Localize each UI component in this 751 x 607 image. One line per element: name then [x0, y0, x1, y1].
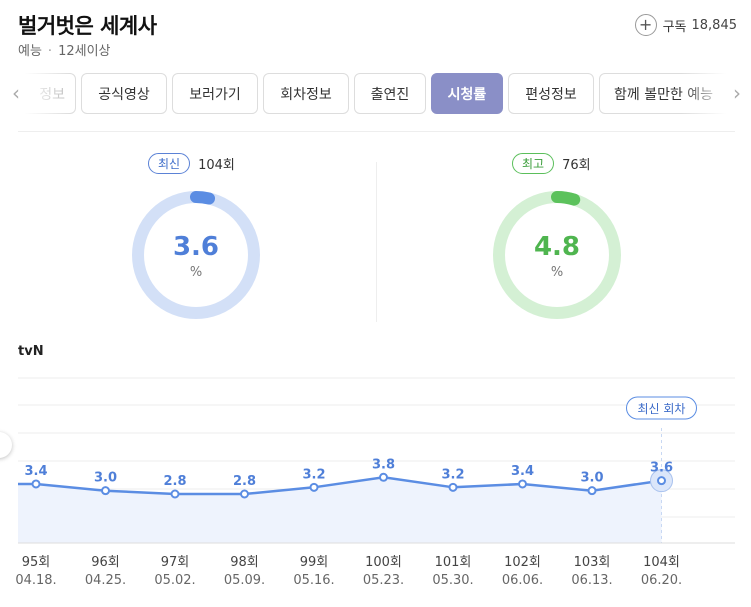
data-label: 3.6: [650, 461, 673, 476]
highest-gauge-arc: [551, 191, 581, 206]
tab-ratings[interactable]: 시청률: [431, 73, 503, 114]
tab-watch[interactable]: 보러가기: [172, 73, 258, 114]
subscriber-count: 18,845: [691, 17, 738, 33]
separator-dot: ·: [47, 44, 53, 59]
data-label: 2.8: [233, 474, 256, 489]
x-tick-date: 05.02.: [154, 573, 195, 588]
program-header: 벌거벗은 세계사: [18, 10, 157, 40]
data-label: 3.4: [24, 464, 47, 479]
divider-vertical: [376, 162, 377, 322]
x-tick-date: 06.06.: [502, 573, 543, 588]
chevron-left-icon[interactable]: ‹: [12, 81, 20, 105]
data-label: 3.2: [302, 467, 325, 482]
highest-value: 4.8: [533, 232, 581, 262]
data-point: [379, 472, 388, 482]
latest-value: 3.6: [172, 232, 220, 262]
data-label: 3.2: [441, 467, 464, 482]
latest-episode: 104회: [198, 158, 235, 173]
highest-label: 최고 76회: [512, 153, 591, 174]
x-tick-episode: 98회: [230, 555, 259, 570]
program-rating-age: 12세이상: [58, 44, 111, 59]
chart-station-label: tvN: [18, 344, 44, 359]
tab-cast[interactable]: 출연진: [354, 73, 426, 114]
data-label: 2.8: [163, 474, 186, 489]
tab-bar: 정보 공식영상 보러가기 회차정보 출연진 시청률 편성정보 함께 볼만한 예능…: [0, 73, 751, 115]
x-tick-date: 06.20.: [641, 573, 682, 588]
highest-badge: 최고: [512, 153, 555, 174]
data-label: 3.0: [580, 471, 603, 486]
highest-unit: %: [550, 265, 564, 280]
x-tick-episode: 104회: [643, 555, 680, 570]
x-tick-date: 04.25.: [85, 573, 126, 588]
x-tick-date: 05.09.: [224, 573, 265, 588]
data-point: [31, 479, 41, 489]
latest-unit: %: [189, 265, 203, 280]
tab-official-video[interactable]: 공식영상: [81, 73, 167, 114]
x-tick-date: 06.13.: [571, 573, 612, 588]
data-point: [240, 489, 249, 499]
program-meta: 예능 · 12세이상: [18, 40, 111, 59]
x-tick-date: 05.30.: [432, 573, 473, 588]
latest-label: 최신 104회: [148, 153, 235, 174]
x-tick-episode: 99회: [300, 555, 329, 570]
x-tick-episode: 100회: [365, 555, 402, 570]
data-point: [587, 486, 597, 496]
latest-episode-tag-label: 최신 회차: [638, 402, 686, 416]
latest-gauge-arc: [190, 191, 216, 205]
highest-gauge: [493, 191, 621, 319]
data-point: [518, 479, 527, 489]
ratings-chart: 3.4 95회 04.18. 3.0 96회 04.25. 2.8 97회 05.02. 2.8 9…: [15, 377, 735, 588]
divider: [18, 131, 735, 132]
subscribe-button[interactable]: + 구독 18,845: [634, 14, 738, 36]
x-tick-date: 05.16.: [293, 573, 334, 588]
scroll-handle[interactable]: [0, 432, 12, 458]
program-title: 벌거벗은 세계사: [18, 14, 157, 38]
chevron-right-icon[interactable]: ›: [733, 81, 741, 105]
x-tick-episode: 95회: [22, 555, 51, 570]
chart-area: [18, 477, 662, 543]
subscribe-label: 구독: [662, 19, 687, 35]
x-tick-episode: 103회: [574, 555, 611, 570]
x-tick-date: 04.18.: [15, 573, 56, 588]
highest-episode: 76회: [562, 158, 591, 173]
x-tick-episode: 101회: [435, 555, 472, 570]
program-genre: 예능: [18, 44, 42, 59]
data-point: [657, 476, 666, 486]
latest-episode-tag: [626, 396, 697, 420]
data-label: 3.8: [372, 457, 395, 472]
x-tick-episode: 96회: [91, 555, 120, 570]
latest-gauge: [132, 191, 260, 319]
data-label: 3.4: [511, 464, 534, 479]
tab-fade-left: [0, 73, 70, 115]
data-point: [309, 482, 319, 492]
data-label: 3.0: [94, 471, 117, 486]
data-point: [448, 482, 458, 492]
data-point: [101, 486, 110, 496]
x-tick-episode: 97회: [161, 555, 190, 570]
tab-fade-right: [681, 73, 751, 115]
tab-schedule[interactable]: 편성정보: [508, 73, 594, 114]
x-tick-episode: 102회: [504, 555, 541, 570]
latest-badge: 최신: [148, 153, 191, 174]
tab-episode-info[interactable]: 회차정보: [263, 73, 349, 114]
plus-icon: +: [634, 14, 657, 36]
data-point: [170, 489, 180, 499]
x-tick-date: 05.23.: [363, 573, 404, 588]
